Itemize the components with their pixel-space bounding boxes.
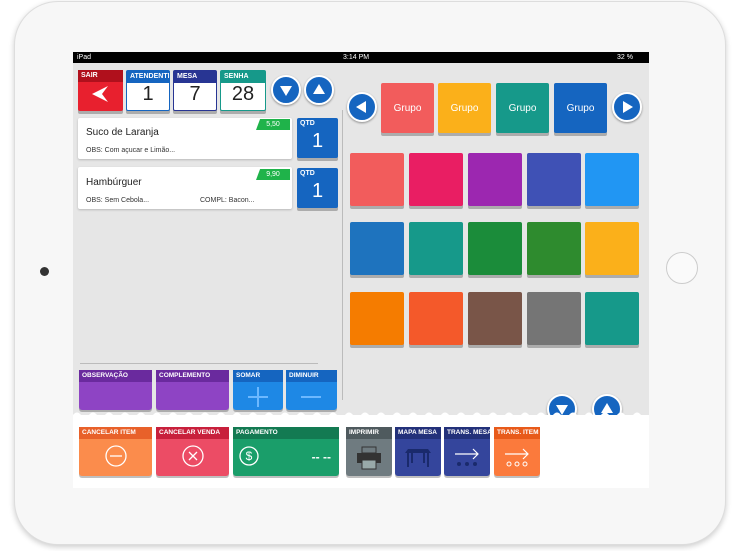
product-button[interactable] bbox=[468, 222, 522, 275]
label: SAIR bbox=[78, 70, 123, 82]
divider bbox=[342, 110, 343, 400]
observation-button[interactable]: OBSERVAÇÃO bbox=[79, 370, 152, 410]
product-button[interactable] bbox=[350, 292, 404, 345]
product-button[interactable] bbox=[350, 153, 404, 206]
table-map-button[interactable]: MAPA MESA bbox=[395, 427, 441, 476]
transfer-item-button[interactable]: TRANS. ITEM bbox=[494, 427, 540, 476]
label: SENHA bbox=[221, 71, 265, 83]
label: QTD bbox=[300, 170, 315, 177]
product-button[interactable] bbox=[585, 153, 639, 206]
icon bbox=[92, 86, 108, 102]
screen: iPad 3:14 PM 32 % SAIR ATENDENTE 1 MESA … bbox=[73, 52, 649, 488]
qty[interactable]: QTD 1 bbox=[297, 118, 338, 158]
label: TRANS. MESA bbox=[444, 427, 490, 439]
payment-value: -- -- bbox=[311, 450, 331, 464]
item-obs: OBS: Sem Cebola... bbox=[86, 197, 150, 204]
complement-button[interactable]: COMPLEMENTO bbox=[156, 370, 229, 410]
time: 3:14 PM bbox=[343, 54, 370, 61]
product-button[interactable] bbox=[527, 292, 581, 345]
next-group[interactable] bbox=[612, 92, 642, 122]
label: COMPLEMENTO bbox=[156, 370, 229, 382]
attendant[interactable]: ATENDENTE 1 bbox=[126, 70, 170, 111]
value: 1 bbox=[311, 130, 324, 152]
product-button[interactable] bbox=[409, 153, 463, 206]
order-item[interactable]: Suco de Laranja OBS: Com açucar e Limão.… bbox=[78, 118, 292, 159]
exit-button[interactable]: SAIR bbox=[78, 70, 123, 111]
order-item[interactable]: Hambúrguer OBS: Sem Cebola... COMPL: Bac… bbox=[78, 167, 292, 209]
label: DIMINUIR bbox=[286, 370, 337, 382]
product-button[interactable] bbox=[468, 153, 522, 206]
scroll-up[interactable] bbox=[304, 75, 334, 105]
battery: 32 % bbox=[617, 54, 633, 61]
subtract-button[interactable]: DIMINUIR bbox=[286, 370, 337, 410]
print-button[interactable]: IMPRIMIR bbox=[346, 427, 392, 476]
product-button[interactable] bbox=[585, 292, 639, 345]
scroll-down[interactable] bbox=[271, 75, 301, 105]
cancel-item-button[interactable]: CANCELAR ITEM bbox=[79, 427, 152, 476]
label: MAPA MESA bbox=[395, 427, 441, 439]
product-button[interactable] bbox=[409, 292, 463, 345]
prev-group[interactable] bbox=[347, 92, 377, 122]
label: CANCELAR ITEM bbox=[79, 427, 152, 439]
item-name: Suco de Laranja bbox=[86, 127, 159, 138]
item-price: 5,50 bbox=[256, 119, 290, 130]
label: QTD bbox=[300, 120, 315, 127]
svg-text:$: $ bbox=[246, 449, 253, 463]
group-button[interactable]: Grupo bbox=[438, 83, 491, 133]
device: iPad bbox=[77, 54, 92, 61]
payment-button[interactable]: PAGAMENTO $ -- -- bbox=[233, 427, 339, 476]
label: SOMAR bbox=[233, 370, 283, 382]
item-price: 9,90 bbox=[256, 169, 290, 180]
home-button[interactable] bbox=[666, 252, 698, 284]
cancel-sale-button[interactable]: CANCELAR VENDA bbox=[156, 427, 229, 476]
product-button[interactable] bbox=[585, 222, 639, 275]
label: ATENDENTE bbox=[127, 71, 169, 83]
product-button[interactable] bbox=[468, 292, 522, 345]
table[interactable]: MESA 7 bbox=[173, 70, 217, 111]
label: OBSERVAÇÃO bbox=[79, 370, 152, 382]
label: TRANS. ITEM bbox=[494, 427, 540, 439]
add-button[interactable]: SOMAR bbox=[233, 370, 283, 410]
label: IMPRIMIR bbox=[346, 427, 392, 439]
product-button[interactable] bbox=[527, 153, 581, 206]
camera bbox=[40, 267, 49, 276]
label: PAGAMENTO bbox=[233, 427, 339, 439]
ticket[interactable]: SENHA 28 bbox=[220, 70, 266, 111]
group-button[interactable]: Grupo bbox=[496, 83, 549, 133]
item-name: Hambúrguer bbox=[86, 177, 142, 188]
qty[interactable]: QTD 1 bbox=[297, 168, 338, 208]
divider bbox=[80, 363, 318, 364]
product-button[interactable] bbox=[409, 222, 463, 275]
item-compl: COMPL: Bacon... bbox=[200, 197, 255, 204]
transfer-table-button[interactable]: TRANS. MESA bbox=[444, 427, 490, 476]
value: 28 bbox=[231, 83, 255, 105]
product-button[interactable] bbox=[527, 222, 581, 275]
item-obs: OBS: Com açucar e Limão... bbox=[86, 147, 176, 154]
status-bar: iPad 3:14 PM 32 % bbox=[73, 52, 649, 63]
value: 1 bbox=[311, 180, 324, 202]
label: MESA bbox=[174, 71, 216, 83]
group-button[interactable]: Grupo bbox=[554, 83, 607, 133]
product-button[interactable] bbox=[350, 222, 404, 275]
label: CANCELAR VENDA bbox=[156, 427, 229, 439]
value: 7 bbox=[189, 83, 201, 105]
value: 1 bbox=[142, 83, 154, 105]
group-button[interactable]: Grupo bbox=[381, 83, 434, 133]
